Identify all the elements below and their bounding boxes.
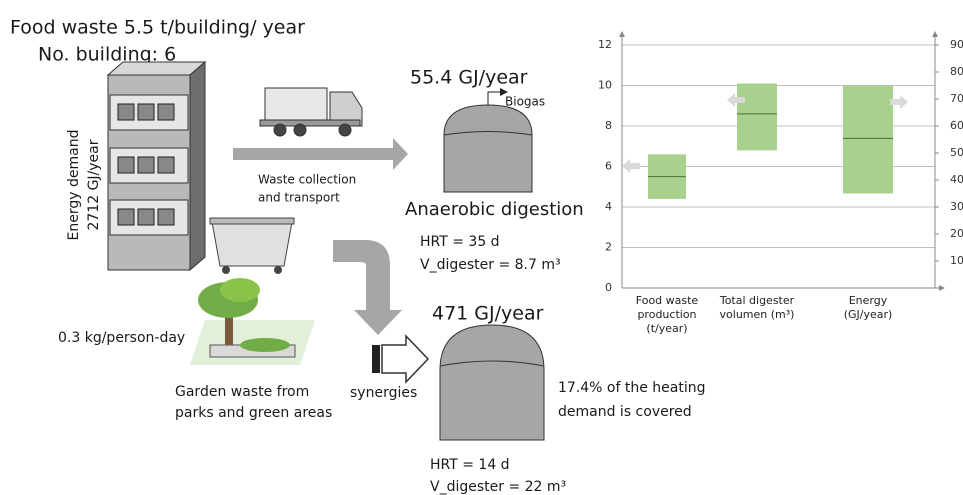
transport-line-2: and transport (258, 191, 340, 205)
x-category: Total digester volumen (m³) (710, 294, 805, 344)
digester-2-note-1: 17.4% of the heating (558, 380, 706, 396)
truck-icon (260, 88, 362, 136)
transport-line-1: Waste collection (258, 173, 356, 187)
y2-tick-label: 40 (950, 173, 963, 186)
biogas-pipe (488, 92, 500, 105)
digester-2-icon (440, 325, 544, 440)
garden-line-1: Garden waste from (175, 384, 309, 400)
biogas-label: Biogas (505, 95, 545, 109)
digester-1-hrt: HRT = 35 d (420, 234, 500, 250)
digester-1-volume: V_digester = 8.7 m³ (420, 257, 561, 273)
digester-2-output: 471 GJ/year (432, 303, 544, 325)
synergy-arrow (333, 240, 402, 335)
x-axis-arrow (939, 285, 945, 291)
range-bar (843, 86, 893, 194)
digester-2-hrt: HRT = 14 d (430, 457, 510, 473)
y-tick-label: 0 (605, 281, 612, 294)
y2-tick-label: 30 (950, 200, 963, 213)
y2-tick-label: 10 (950, 254, 963, 267)
y-tick-label: 4 (605, 200, 612, 213)
y2-tick-label: 70 (950, 92, 963, 105)
y2-tick-label: 20 (950, 227, 963, 240)
y-axis-arrow (619, 31, 625, 37)
bin-icon (210, 218, 294, 274)
digester-1-output: 55.4 GJ/year (410, 67, 528, 89)
y-tick-label: 10 (598, 79, 612, 92)
synergies-label: synergies (350, 385, 417, 401)
building-icon (108, 62, 205, 270)
axis-indicator (622, 159, 640, 173)
y2-tick-label: 60 (950, 119, 963, 132)
x-tick-label: Energy (GJ/year) (838, 294, 898, 322)
digester-2-volume: V_digester = 22 m³ (430, 479, 566, 495)
garden-icon (190, 278, 315, 365)
y2-tick-label: 90 (950, 38, 963, 51)
garden-line-2: parks and green areas (175, 405, 332, 421)
range-bar (737, 83, 777, 150)
chart: 0 2 4 6 8 10 12 10 20 30 40 50 60 70 80 90 Food waste pr… (598, 31, 963, 344)
x-category: Food waste production (t/year) (627, 294, 707, 344)
transport-arrow (233, 138, 408, 170)
x-category: Energy (GJ/year) (838, 294, 898, 344)
y-tick-label: 8 (605, 119, 612, 132)
x-tick-label: Food waste production (t/year) (627, 294, 707, 335)
energy-demand-label: Energy demand (66, 130, 82, 241)
y2-axis-arrow (932, 31, 938, 37)
y2-tick-label: 80 (950, 65, 963, 78)
synergy-arrow-head (372, 336, 428, 382)
y2-tick-label: 50 (950, 146, 963, 159)
y-tick-label: 2 (605, 241, 612, 254)
digester-1-name: Anaerobic digestion (405, 199, 584, 220)
page: Food waste 5.5 t/building/ year No. buil… (0, 0, 963, 495)
garden-rate: 0.3 kg/person-day (58, 330, 185, 346)
digester-2-note-2: demand is covered (558, 404, 692, 420)
energy-demand-value: 2712 GJ/year (86, 139, 102, 230)
y-tick-label: 6 (605, 160, 612, 173)
title: Food waste 5.5 t/building/ year (10, 17, 305, 39)
digester-1-icon (444, 105, 532, 192)
y-tick-label: 12 (598, 38, 612, 51)
x-tick-label: Total digester volumen (m³) (710, 294, 805, 322)
